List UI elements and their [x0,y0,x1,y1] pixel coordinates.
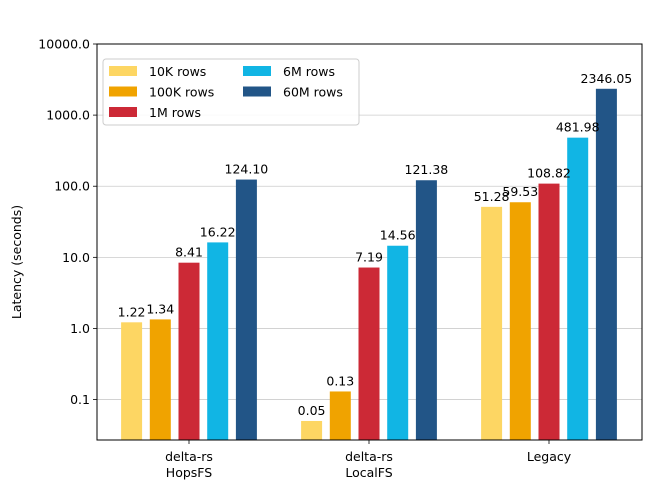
x-tick-label-line: delta-rs [165,449,213,464]
bars [121,88,617,441]
bar-value-label: 124.10 [225,162,269,177]
legend-label: 1M rows [149,105,201,120]
y-tick-label: 0.1 [70,392,90,407]
bar [509,202,531,440]
bar [178,262,200,440]
bar-value-label: 1.22 [118,304,146,319]
y-tick-label: 10.0 [62,250,90,265]
bar-value-label: 2346.05 [581,71,633,86]
bar-value-label: 0.13 [326,373,354,388]
bar-value-labels: 1.22 1.34 8.41 16.22 124.10 0.050.13 7.19 14.56… [118,71,633,418]
legend-swatch [109,86,137,97]
bar [358,267,380,440]
legend-box [102,58,360,126]
x-tick-label: delta-rs HopsFS [165,449,213,480]
x-tick-label-line: HopsFS [166,465,212,480]
bar [415,180,437,440]
bar [595,88,617,441]
legend-label: 10K rows [149,64,206,79]
bar-value-label: 1.34 [146,301,174,316]
bar [235,179,257,441]
bar-value-label: 51.28 [474,189,510,204]
bar-value-label: 481.98 [556,120,600,135]
legend: 10K rows 100K rows 1M rows 6M rows 60M rows [102,58,360,126]
bar [329,391,351,440]
y-axis: 0.1 1.0 10.0 100.0 1000.0 10000.0 [38,37,97,407]
bar [149,319,171,440]
x-tick-label-line: delta-rs [345,449,393,464]
bar-value-label: 59.53 [502,184,538,199]
bar-value-label: 0.05 [298,403,326,418]
bar-value-label: 8.41 [175,245,203,260]
legend-label: 6M rows [283,64,335,79]
bar-value-label: 108.82 [527,166,571,181]
legend-label: 60M rows [283,85,343,100]
bar [121,322,143,440]
legend-swatch [109,66,137,76]
x-tick-label: Legacy [527,449,572,464]
bar [481,206,503,440]
bar [207,242,229,440]
legend-label: 100K rows [149,85,214,100]
bar-value-label: 7.19 [355,250,383,265]
bar-value-label: 14.56 [380,228,416,243]
y-axis-title: Latency (seconds) [9,205,24,319]
x-tick-label-line: LocalFS [345,465,392,480]
legend-swatch [109,107,137,117]
legend-swatch [243,86,271,97]
y-tick-label: 1000.0 [46,108,90,123]
bar-value-label: 121.38 [405,162,449,177]
x-tick-label: delta-rs LocalFS [345,449,393,480]
bar [567,137,589,440]
plot-frame [96,43,643,441]
x-tick-label-line: Legacy [527,449,572,464]
bar [387,245,409,440]
legend-swatch [243,66,271,76]
bar-value-label: 16.22 [200,224,236,239]
y-tick-label: 100.0 [54,179,90,194]
y-tick-label: 1.0 [70,321,90,336]
y-tick-label: 10000.0 [38,37,90,52]
bar [301,420,323,440]
bar [538,183,560,440]
